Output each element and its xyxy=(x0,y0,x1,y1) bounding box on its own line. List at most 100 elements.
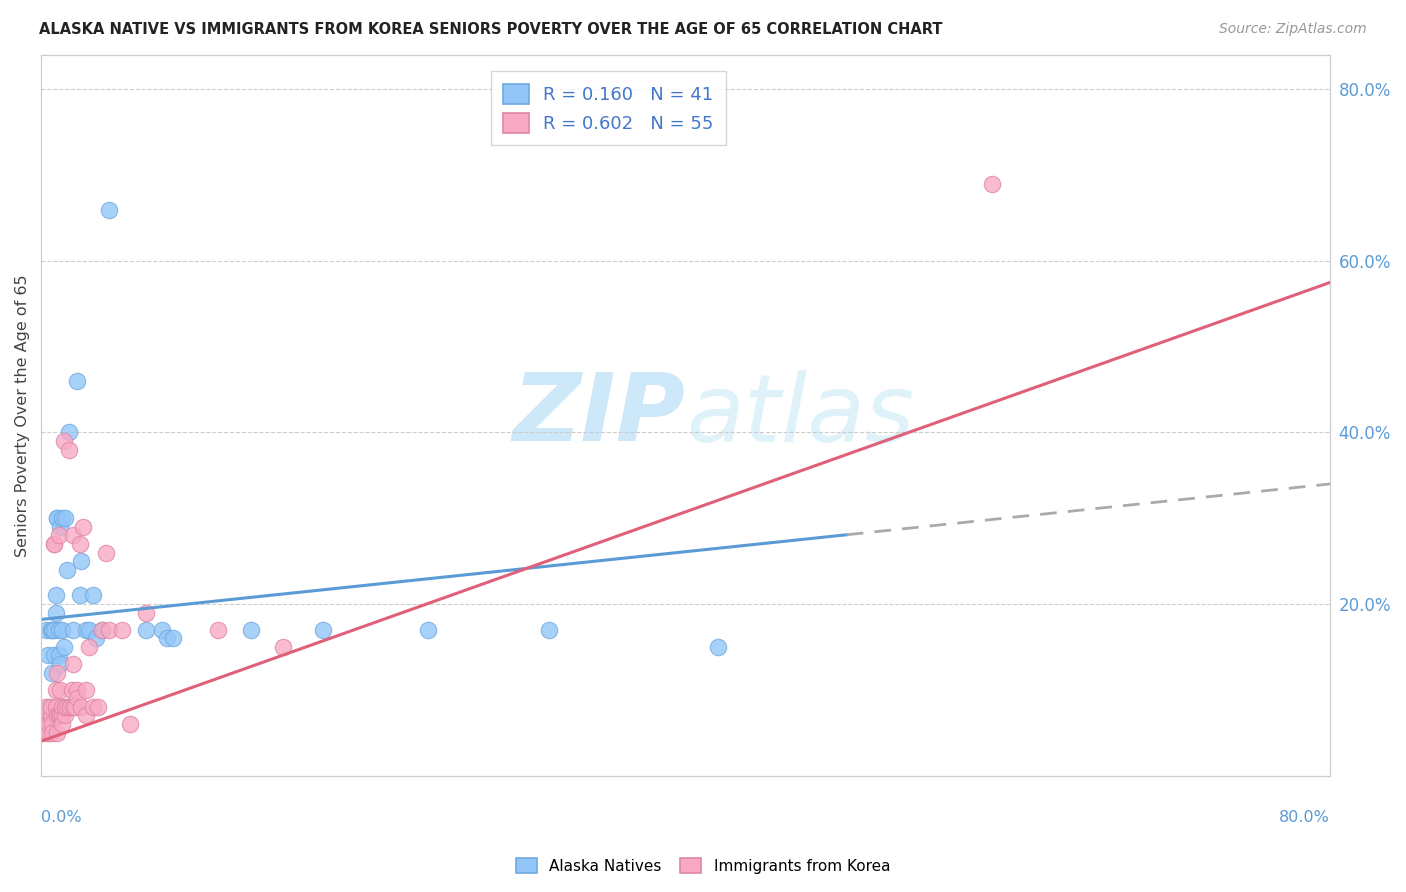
Point xyxy=(37,717,59,731)
Point xyxy=(63,699,86,714)
Legend: R = 0.160   N = 41, R = 0.602   N = 55: R = 0.160 N = 41, R = 0.602 N = 55 xyxy=(491,71,725,145)
Point xyxy=(239,623,262,637)
Point xyxy=(51,511,73,525)
Point xyxy=(980,177,1002,191)
Point xyxy=(56,699,79,714)
Point xyxy=(70,554,93,568)
Point xyxy=(60,682,83,697)
Point xyxy=(75,708,97,723)
Point xyxy=(42,537,65,551)
Point xyxy=(42,623,65,637)
Text: ZIP: ZIP xyxy=(513,369,686,461)
Point xyxy=(69,537,91,551)
Point xyxy=(42,648,65,663)
Point xyxy=(41,725,63,739)
Point xyxy=(82,589,104,603)
Point xyxy=(118,717,141,731)
Point xyxy=(35,725,58,739)
Point xyxy=(62,623,84,637)
Point xyxy=(62,657,84,671)
Point xyxy=(271,640,294,654)
Point xyxy=(156,632,179,646)
Point xyxy=(46,511,69,525)
Point xyxy=(45,606,67,620)
Point xyxy=(41,665,63,680)
Point xyxy=(91,623,114,637)
Point xyxy=(48,648,70,663)
Point xyxy=(51,623,73,637)
Point xyxy=(312,623,335,637)
Point xyxy=(91,623,114,637)
Text: Source: ZipAtlas.com: Source: ZipAtlas.com xyxy=(1219,22,1367,37)
Point xyxy=(82,699,104,714)
Point xyxy=(51,708,73,723)
Point xyxy=(53,511,76,525)
Point xyxy=(39,623,62,637)
Point xyxy=(72,520,94,534)
Text: atlas: atlas xyxy=(686,370,914,461)
Point xyxy=(41,717,63,731)
Point xyxy=(69,589,91,603)
Point xyxy=(59,699,82,714)
Point xyxy=(48,528,70,542)
Text: 0.0%: 0.0% xyxy=(41,810,82,825)
Point xyxy=(41,623,63,637)
Point xyxy=(39,708,62,723)
Point xyxy=(162,632,184,646)
Point xyxy=(79,623,101,637)
Point xyxy=(35,699,58,714)
Point xyxy=(37,648,59,663)
Point xyxy=(59,699,82,714)
Point xyxy=(65,682,87,697)
Point xyxy=(416,623,439,637)
Point xyxy=(135,606,157,620)
Point xyxy=(86,699,108,714)
Point xyxy=(75,682,97,697)
Point xyxy=(52,640,75,654)
Point xyxy=(65,374,87,388)
Point xyxy=(53,708,76,723)
Point xyxy=(79,640,101,654)
Point xyxy=(135,623,157,637)
Point xyxy=(75,623,97,637)
Point xyxy=(39,699,62,714)
Point xyxy=(111,623,134,637)
Point xyxy=(58,442,80,457)
Point xyxy=(52,434,75,448)
Text: ALASKA NATIVE VS IMMIGRANTS FROM KOREA SENIORS POVERTY OVER THE AGE OF 65 CORREL: ALASKA NATIVE VS IMMIGRANTS FROM KOREA S… xyxy=(39,22,943,37)
Point xyxy=(62,528,84,542)
Point xyxy=(65,691,87,706)
Point xyxy=(45,589,67,603)
Point xyxy=(84,632,107,646)
Point xyxy=(48,708,70,723)
Point xyxy=(58,425,80,440)
Point xyxy=(46,665,69,680)
Point xyxy=(97,623,120,637)
Point xyxy=(70,699,93,714)
Point xyxy=(45,699,67,714)
Legend: Alaska Natives, Immigrants from Korea: Alaska Natives, Immigrants from Korea xyxy=(509,852,897,880)
Point xyxy=(53,699,76,714)
Point xyxy=(46,725,69,739)
Point xyxy=(46,708,69,723)
Y-axis label: Seniors Poverty Over the Age of 65: Seniors Poverty Over the Age of 65 xyxy=(15,274,30,557)
Point xyxy=(207,623,229,637)
Point xyxy=(51,717,73,731)
Point xyxy=(150,623,173,637)
Point xyxy=(42,537,65,551)
Point xyxy=(49,520,72,534)
Point xyxy=(51,699,73,714)
Point xyxy=(38,717,60,731)
Point xyxy=(45,682,67,697)
Text: 80.0%: 80.0% xyxy=(1279,810,1330,825)
Point xyxy=(38,699,60,714)
Point xyxy=(49,682,72,697)
Point xyxy=(97,202,120,217)
Point xyxy=(62,699,84,714)
Point xyxy=(707,640,730,654)
Point xyxy=(49,708,72,723)
Point xyxy=(94,545,117,559)
Point xyxy=(38,725,60,739)
Point xyxy=(49,657,72,671)
Point xyxy=(46,511,69,525)
